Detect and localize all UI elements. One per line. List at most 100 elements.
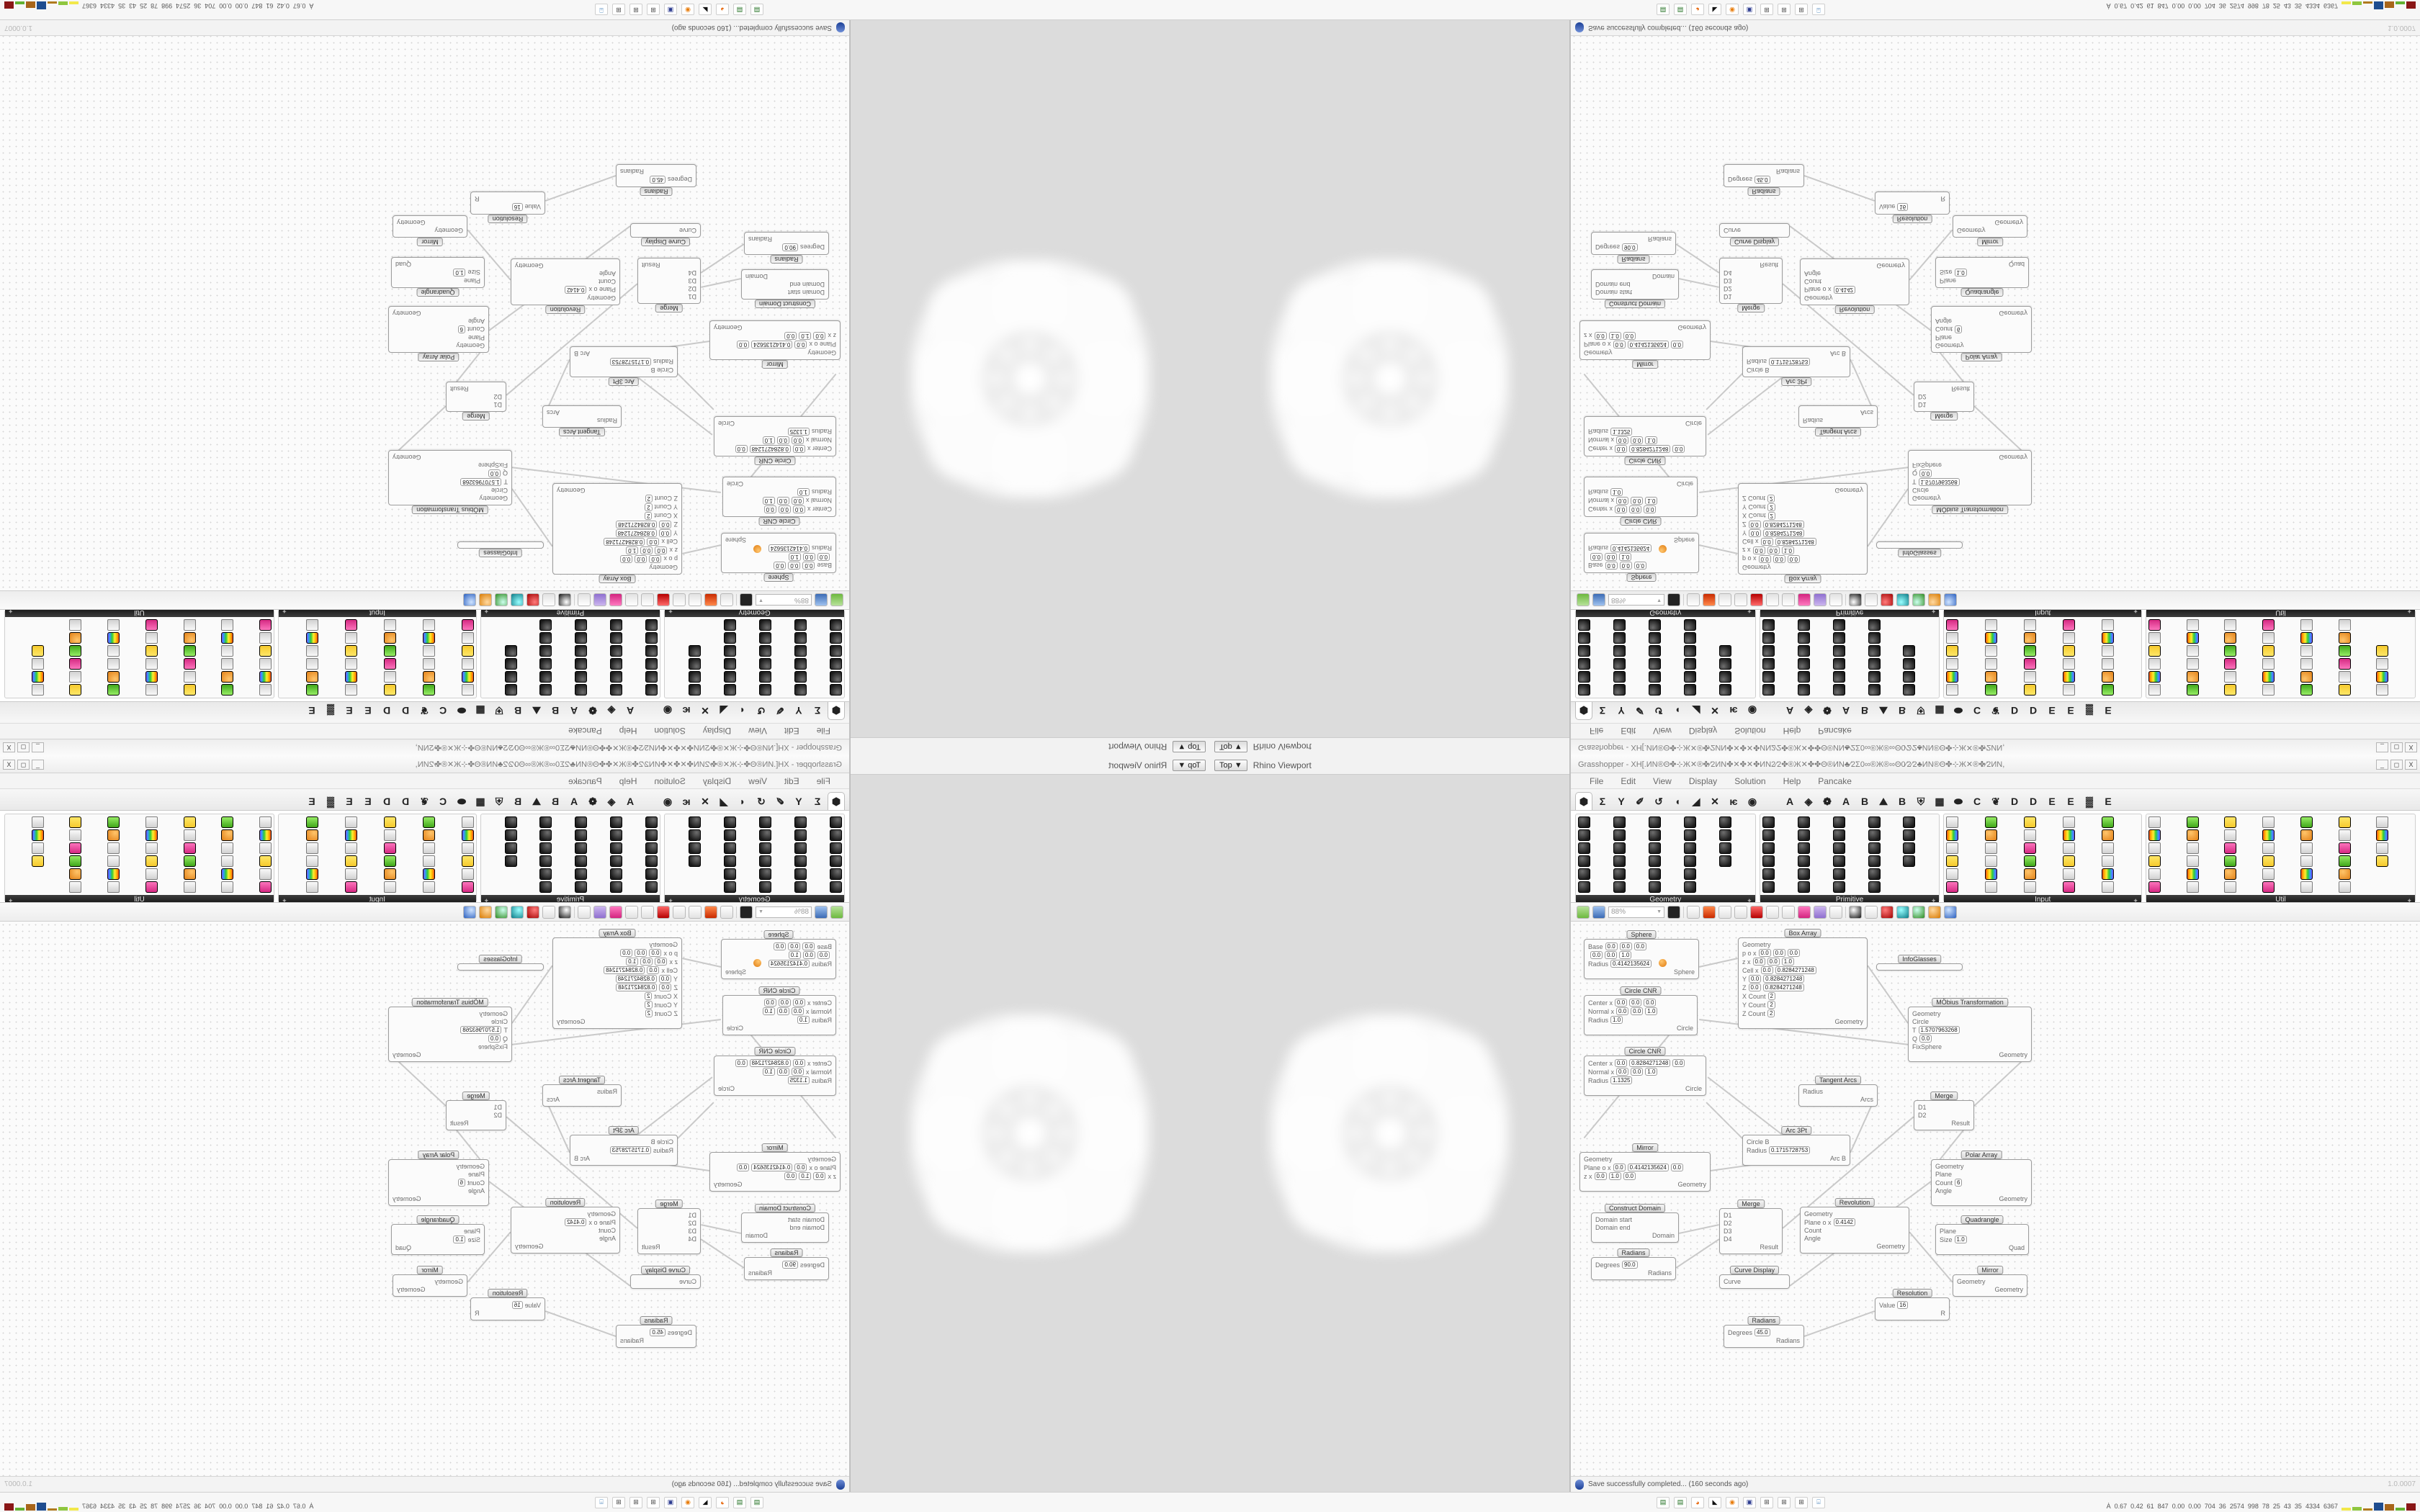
gh-param-value[interactable]: 0.0	[658, 529, 671, 537]
menu-item-file[interactable]: File	[816, 775, 830, 786]
component-icon[interactable]	[724, 619, 737, 631]
gh-node-caption[interactable]: Arc 3Pt	[1781, 1126, 1811, 1135]
component-icon[interactable]	[2376, 842, 2389, 854]
zoom-extents-icon[interactable]	[1667, 905, 1680, 919]
tab-params[interactable]: ⬢	[1575, 702, 1592, 720]
menu-item-view[interactable]: View	[748, 775, 767, 786]
component-icon[interactable]	[2300, 816, 2313, 828]
gh-param-value[interactable]: 2	[645, 512, 653, 520]
component-icon[interactable]	[422, 658, 435, 670]
gh-node[interactable]: Revolution Geometry Plane o x 0.4142 Count An…	[1800, 258, 1909, 314]
gh-param-value[interactable]: 2	[645, 1009, 653, 1017]
component-icon[interactable]	[344, 632, 357, 644]
taskbar-item-node-graph[interactable]: ⊞	[1760, 4, 1773, 16]
gh-param-value[interactable]: 0.0	[488, 469, 501, 477]
zoom-level-input[interactable]: 88% ▼	[1608, 594, 1664, 606]
component-icon[interactable]	[724, 684, 737, 696]
component-icon[interactable]	[69, 868, 82, 880]
gh-param-value[interactable]: 0.4142135624	[768, 544, 810, 552]
taskbar-item-terminal[interactable]: ▤	[1657, 1496, 1670, 1508]
gh-node[interactable]: Arc 3Pt Circle B Radius 0.1715728753 Arc B	[570, 1126, 678, 1166]
shade-red-icon[interactable]	[526, 593, 539, 607]
gh-param-value[interactable]: 1.1325	[1610, 1076, 1633, 1084]
tab-plugin-shield[interactable]: ⛨	[495, 795, 503, 807]
gh-node-caption[interactable]: Mirror	[1632, 1143, 1658, 1152]
taskbar-item-terminal[interactable]: ▤	[733, 4, 746, 16]
component-icon[interactable]	[383, 816, 396, 828]
gh-param-value[interactable]: 0.8284271248	[1762, 521, 1804, 528]
component-icon[interactable]	[504, 829, 517, 841]
zoom-level-input[interactable]: 88% ▼	[756, 906, 812, 918]
gh-node-caption[interactable]: Revolution	[545, 305, 586, 314]
component-icon[interactable]	[221, 842, 234, 854]
gh-node-caption[interactable]: Box Array	[599, 575, 636, 583]
gha-assemblies-icon[interactable]	[657, 593, 670, 607]
unweld-icon[interactable]	[578, 593, 591, 607]
gh-param-value[interactable]: 0.0	[792, 999, 805, 1007]
component-icon[interactable]	[145, 816, 158, 828]
component-icon[interactable]	[2224, 829, 2237, 841]
gh-param-value[interactable]: 0.0	[1623, 1172, 1636, 1180]
gh-param-value[interactable]: 0.0	[763, 505, 776, 513]
component-icon[interactable]	[724, 658, 737, 670]
component-icon[interactable]	[461, 619, 474, 631]
gh-node[interactable]: Tangent Arcs Radius Arcs	[542, 1076, 622, 1107]
viewport-mode-dropdown[interactable]: Top ▼	[1173, 741, 1206, 753]
component-icon[interactable]	[344, 829, 357, 841]
component-icon[interactable]	[1762, 881, 1775, 893]
preview-eye-icon[interactable]	[1687, 905, 1700, 919]
component-icon[interactable]	[1797, 658, 1810, 670]
gh-param-value[interactable]: 0.0	[1748, 984, 1761, 991]
gh-node[interactable]: Construct Domain Domain start Domain end Do…	[741, 1204, 829, 1243]
panel-expand-icon[interactable]: ✦	[483, 897, 490, 903]
component-icon[interactable]	[1578, 684, 1590, 696]
component-icon[interactable]	[1648, 632, 1661, 644]
component-icon[interactable]	[1797, 829, 1810, 841]
viewport-mode-dropdown[interactable]: Top ▼	[1214, 741, 1247, 753]
viewport-canvas[interactable]	[851, 20, 1210, 737]
tab-plugin-a2[interactable]: A	[570, 705, 578, 716]
component-icon[interactable]	[504, 684, 517, 696]
gh-node[interactable]: InfoGlasses	[457, 541, 544, 557]
component-icon[interactable]	[2148, 816, 2161, 828]
taskbar-item-node-graph[interactable]: ⊞	[1795, 1496, 1808, 1508]
panel-expand-icon[interactable]: ✦	[7, 609, 14, 615]
component-icon[interactable]	[2063, 842, 2076, 854]
gh-param-value[interactable]: 0.0	[1631, 497, 1644, 505]
component-icon[interactable]	[305, 842, 318, 854]
gh-param-value[interactable]: 0.0	[620, 555, 633, 563]
component-icon[interactable]	[1648, 671, 1661, 683]
component-icon[interactable]	[183, 829, 196, 841]
menu-item-solution[interactable]: Solution	[1734, 726, 1766, 737]
component-icon[interactable]	[2102, 855, 2115, 867]
grasshopper-canvas[interactable]: Sphere Base 0.0 0.0 0.0 0.0 0.0 1.0 Radius 0.4142…	[1571, 36, 2420, 590]
gh-node[interactable]: Construct Domain Domain start Domain end Do…	[741, 269, 829, 308]
component-icon[interactable]	[539, 816, 552, 828]
gh-node-caption[interactable]: Radians	[1747, 187, 1780, 196]
component-icon[interactable]	[1578, 619, 1590, 631]
component-icon[interactable]	[1613, 684, 1626, 696]
component-icon[interactable]	[2338, 816, 2351, 828]
component-icon[interactable]	[794, 619, 807, 631]
tab-display[interactable]: ◉	[1747, 705, 1757, 717]
search-icon[interactable]	[1782, 905, 1795, 919]
component-icon[interactable]	[461, 829, 474, 841]
component-icon[interactable]	[305, 868, 318, 880]
gh-node[interactable]: Construct Domain Domain start Domain end Do…	[1591, 269, 1679, 308]
gh-param-value[interactable]: 0.8284271248	[616, 984, 658, 991]
gh-node-caption[interactable]: MÖbius Transformation	[412, 998, 488, 1007]
component-icon[interactable]	[724, 868, 737, 880]
component-icon[interactable]	[724, 671, 737, 683]
component-icon[interactable]	[2148, 671, 2161, 683]
menu-item-help[interactable]: Help	[1783, 726, 1801, 737]
gh-node[interactable]: Mirror Geometry Geometry	[393, 215, 467, 246]
component-icon[interactable]	[69, 842, 82, 854]
component-icon[interactable]	[1578, 645, 1590, 657]
gh-node[interactable]: Radians Degrees 90.0 Radians	[744, 1248, 829, 1280]
gh-node-caption[interactable]: Radians	[770, 1248, 803, 1257]
component-icon[interactable]	[461, 842, 474, 854]
tab-sets[interactable]: Υ	[795, 796, 802, 807]
gh-param-value[interactable]: 0.0	[774, 942, 786, 950]
component-icon[interactable]	[1613, 881, 1626, 893]
component-icon[interactable]	[1648, 829, 1661, 841]
